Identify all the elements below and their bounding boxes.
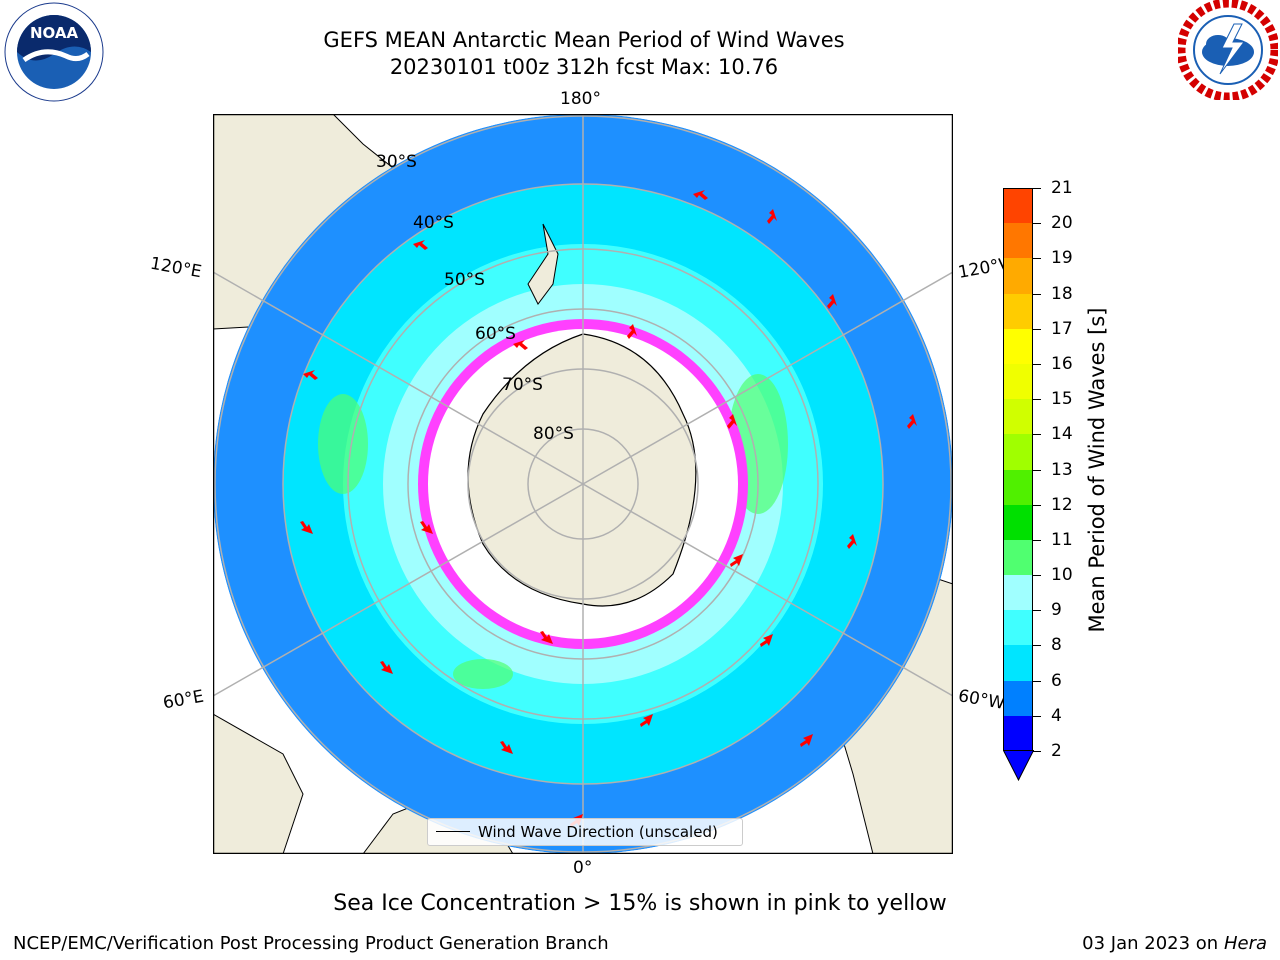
colorbar-tick <box>1033 434 1041 436</box>
colorbar-tick-label: 12 <box>1051 494 1073 515</box>
noaa-logo-text: NOAA <box>30 24 79 42</box>
colorbar-segment <box>1003 363 1033 400</box>
colorbar-tick <box>1033 293 1041 295</box>
colorbar-tick <box>1033 680 1041 682</box>
colorbar-segment <box>1003 223 1033 259</box>
colorbar-tick <box>1033 575 1041 577</box>
colorbar-outline <box>1003 188 1033 751</box>
sea-ice-note: Sea Ice Concentration > 15% is shown in … <box>333 891 947 916</box>
noaa-logo: NOAA <box>4 2 104 102</box>
footer-date: 03 Jan 2023 on Hera <box>1082 933 1267 955</box>
lat-label-50s: 50°S <box>444 270 485 290</box>
africa-land <box>213 713 304 854</box>
colorbar-segment <box>1003 434 1033 470</box>
lat-label-70s: 70°S <box>502 375 543 395</box>
legend-label: Wind Wave Direction (unscaled) <box>478 823 718 841</box>
colorbar-tick-label: 15 <box>1051 389 1073 410</box>
colorbar-segment <box>1003 469 1033 505</box>
colorbar-tick <box>1033 363 1041 365</box>
colorbar-tick <box>1033 504 1041 506</box>
lat-label-40s: 40°S <box>413 213 454 233</box>
legend-line-swatch <box>436 831 470 832</box>
colorbar-tick <box>1033 469 1041 471</box>
new-zealand-land <box>527 223 559 305</box>
lon-label-60w: 60°W <box>956 686 1007 714</box>
colorbar-tick-label: 4 <box>1051 705 1062 726</box>
colorbar-tick-label: 14 <box>1051 424 1073 445</box>
colorbar-segment <box>1003 399 1033 435</box>
lat-label-60s: 60°S <box>475 324 516 344</box>
colorbar-tick-label: 10 <box>1051 565 1073 586</box>
colorbar-tick-label: 16 <box>1051 353 1073 374</box>
colorbar-extend-arrow <box>1003 750 1034 782</box>
colorbar-tick-label: 2 <box>1051 741 1062 761</box>
colorbar-tick-label: 17 <box>1051 318 1073 339</box>
colorbar-tick <box>1033 258 1041 260</box>
colorbar-segment <box>1003 328 1033 364</box>
colorbar-segment <box>1003 293 1033 329</box>
wind-wave-arrows <box>300 190 917 827</box>
colorbar-segment <box>1003 645 1033 681</box>
colorbar-tick-label: 21 <box>1051 178 1073 198</box>
colorbar-segment <box>1003 504 1033 540</box>
polar-map <box>213 114 953 854</box>
colorbar-segment <box>1003 575 1033 611</box>
chart-title: GEFS MEAN Antarctic Mean Period of Wind … <box>323 28 845 52</box>
colorbar-tick-label: 9 <box>1051 600 1062 621</box>
colorbar-tick <box>1033 328 1041 330</box>
chart-subtitle: 20230101 t00z 312h fcst Max: 10.76 <box>389 55 779 79</box>
colorbar-tick <box>1033 223 1041 225</box>
colorbar-tick-label: 13 <box>1051 459 1073 480</box>
map-legend: Wind Wave Direction (unscaled) <box>427 818 743 846</box>
colorbar-segment <box>1003 680 1033 716</box>
lat-label-80s: 80°S <box>533 424 574 444</box>
colorbar-segment <box>1003 610 1033 646</box>
colorbar-segment <box>1003 539 1033 576</box>
footer-machine: Hera <box>1223 933 1267 954</box>
colorbar-tick-label: 6 <box>1051 670 1062 691</box>
lon-label-60e: 60°E <box>161 686 206 714</box>
colorbar-segment <box>1003 258 1033 294</box>
lat-label-30s: 30°S <box>376 152 417 172</box>
colorbar-tick <box>1033 610 1041 612</box>
colorbar-label: Mean Period of Wind Waves [s] <box>1085 307 1109 633</box>
colorbar-tick <box>1033 539 1041 541</box>
lon-label-180: 180° <box>560 89 601 109</box>
colorbar-tick <box>1033 645 1041 647</box>
lon-label-120e: 120°E <box>148 253 204 283</box>
footer-credit: NCEP/EMC/Verification Post Processing Pr… <box>13 933 609 954</box>
colorbar-tick-label: 19 <box>1051 248 1073 269</box>
colorbar-tick <box>1033 188 1041 189</box>
nws-logo <box>1178 0 1278 100</box>
colorbar-tick-label: 11 <box>1051 529 1073 550</box>
colorbar-tick <box>1033 399 1041 401</box>
colorbar-tick <box>1033 715 1041 717</box>
colorbar-tick-label: 8 <box>1051 635 1062 656</box>
lon-label-0: 0° <box>573 858 593 878</box>
colorbar-segment <box>1003 715 1033 751</box>
colorbar-tick <box>1033 751 1041 752</box>
footer-date-text: 03 Jan 2023 on <box>1082 933 1224 954</box>
colorbar-tick-label: 18 <box>1051 283 1073 304</box>
colorbar-tick-label: 20 <box>1051 213 1073 234</box>
colorbar-segment <box>1003 188 1033 224</box>
